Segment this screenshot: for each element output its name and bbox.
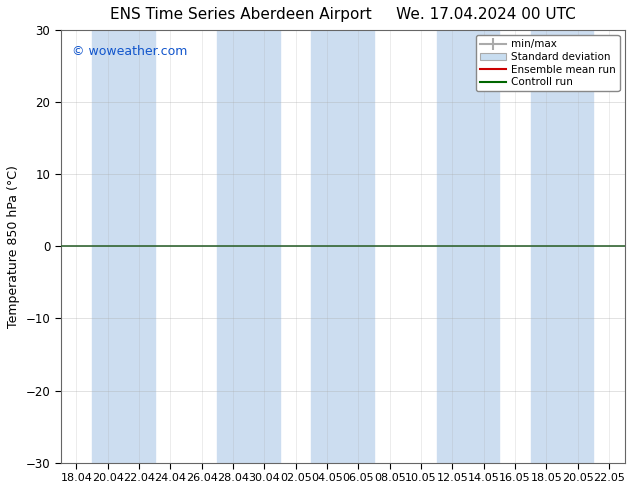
Bar xyxy=(92,30,155,463)
Text: © woweather.com: © woweather.com xyxy=(72,45,187,58)
Legend: min/max, Standard deviation, Ensemble mean run, Controll run: min/max, Standard deviation, Ensemble me… xyxy=(476,35,619,92)
Bar xyxy=(531,30,593,463)
Title: ENS Time Series Aberdeen Airport     We. 17.04.2024 00 UTC: ENS Time Series Aberdeen Airport We. 17.… xyxy=(110,7,576,22)
Bar xyxy=(217,30,280,463)
Bar xyxy=(437,30,500,463)
Bar xyxy=(311,30,374,463)
Y-axis label: Temperature 850 hPa (°C): Temperature 850 hPa (°C) xyxy=(7,165,20,328)
